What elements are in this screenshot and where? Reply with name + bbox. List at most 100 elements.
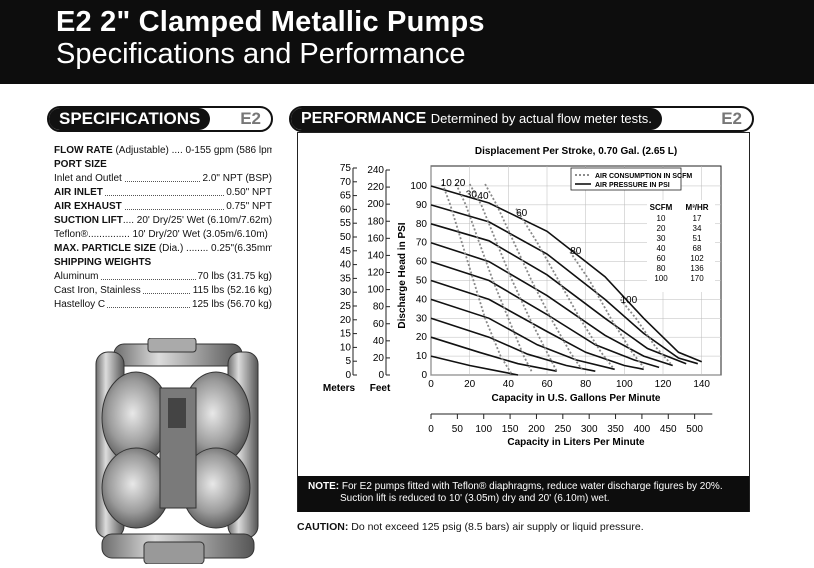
spec-label: Aluminum	[54, 271, 101, 282]
meters-tick-label: 70	[340, 177, 352, 188]
meters-tick-label: 50	[340, 232, 352, 243]
psi-curve	[430, 317, 596, 372]
spec-label: Inlet and Outlet	[54, 173, 124, 184]
spec-label-text: Teflon®............... 10' Dry/20' Wet (…	[54, 229, 268, 240]
m3hr-table-cell: 102	[690, 254, 704, 263]
spec-label: SUCTION LIFT.... 20' Dry/25' Wet (6.10m/…	[54, 215, 272, 226]
spec-row: Hastelloy C 125 lbs (56.70 kg)	[54, 298, 272, 312]
specifications-tag: E2	[240, 109, 261, 128]
spec-row: FLOW RATE (Adjustable) .... 0-155 gpm (5…	[54, 144, 272, 158]
m3hr-table-cell: 51	[693, 234, 702, 243]
legend-solid-label: AIR PRESSURE IN PSI	[595, 182, 670, 189]
lpm-tick-label: 300	[581, 424, 598, 435]
scfm-curve-label: 80	[570, 246, 582, 257]
lpm-tick-label: 450	[660, 424, 677, 435]
psi-curve	[430, 279, 644, 371]
scfm-curve-label: 30	[466, 189, 478, 200]
page-header: E2 2" Clamped Metallic Pumps Specificati…	[0, 0, 814, 84]
scfm-curve-label: 10	[441, 178, 453, 189]
spec-label-bold: SUCTION LIFT	[54, 215, 123, 226]
spec-row: PORT SIZE	[54, 158, 272, 172]
performance-heading: PERFORMANCE Determined by actual flow me…	[291, 108, 662, 130]
scfm-table-bg	[647, 200, 715, 292]
y-tick-label: 100	[410, 181, 427, 192]
spec-row: MAX. PARTICLE SIZE (Dia.) ........ 0.25"…	[54, 242, 272, 256]
y-tick-label: 20	[416, 332, 428, 343]
x-tick-label: 100	[616, 379, 633, 390]
psi-curve	[430, 336, 557, 372]
scfm-table-cell: 10	[657, 214, 666, 223]
m3hr-table-cell: 170	[690, 274, 704, 283]
psi-curve	[430, 355, 519, 376]
meters-tick-label: 65	[340, 191, 352, 202]
chart-title: Displacement Per Stroke, 0.70 Gal. (2.65…	[475, 146, 677, 157]
spec-label: FLOW RATE (Adjustable) .... 0-155 gpm (5…	[54, 145, 272, 156]
y-tick-label: 60	[416, 257, 428, 268]
specifications-heading-box: SPECIFICATIONS E2	[47, 106, 273, 132]
x-tick-label: 40	[503, 379, 515, 390]
spec-value: 115 lbs (52.16 kg)	[190, 284, 272, 298]
scfm-curve-label: 40	[477, 191, 489, 202]
x-tick-label: 140	[693, 379, 710, 390]
page-title: E2 2" Clamped Metallic Pumps	[56, 6, 485, 38]
psi-curve	[430, 260, 660, 369]
spec-value: 125 lbs (56.70 kg)	[189, 298, 272, 312]
spec-value: 2.0" NPT (BSP)	[200, 172, 272, 186]
lpm-tick-label: 100	[475, 424, 492, 435]
scfm-curve	[455, 183, 533, 372]
spec-label: Teflon®............... 10' Dry/20' Wet (…	[54, 229, 270, 240]
spec-label-text: Aluminum	[54, 271, 99, 282]
y-tick-label: 50	[416, 275, 428, 286]
spec-label-text: (Dia.) ........ 0.25"(6.35mm)	[156, 243, 272, 254]
x-tick-label: 20	[464, 379, 476, 390]
feet-tick-label: 60	[373, 319, 385, 330]
lpm-tick-label: 500	[686, 424, 703, 435]
feet-tick-label: 100	[367, 285, 384, 296]
scfm-table-header: SCFM	[650, 203, 673, 212]
lpm-tick-label: 0	[428, 424, 434, 435]
spec-row: Inlet and Outlet 2.0" NPT (BSP)	[54, 172, 272, 186]
x-tick-label: 60	[541, 379, 553, 390]
spec-label-bold: MAX. PARTICLE SIZE	[54, 243, 157, 254]
scfm-table-cell: 40	[657, 244, 666, 253]
leader-dots	[54, 181, 272, 182]
scfm-curve	[619, 298, 672, 365]
m3hr-table-cell: 34	[693, 224, 702, 233]
performance-tag: E2	[721, 109, 742, 128]
feet-tick-label: 0	[378, 370, 384, 381]
x-tick-label: 0	[428, 379, 434, 390]
leader-dots	[54, 209, 272, 210]
leader-dots	[54, 195, 272, 196]
y-axis-label: Discharge Head in PSI	[397, 222, 408, 328]
spec-row: Cast Iron, Stainless 115 lbs (52.16 kg)	[54, 284, 272, 298]
meters-tick-label: 0	[345, 370, 351, 381]
feet-tick-label: 80	[373, 302, 385, 313]
x-tick-label: 80	[580, 379, 592, 390]
scfm-curve-label: 100	[620, 295, 637, 306]
leader-dots	[54, 279, 272, 280]
spec-label-bold: AIR INLET	[54, 187, 103, 198]
scfm-table-cell: 100	[654, 274, 668, 283]
y-tick-label: 80	[416, 219, 428, 230]
legend-dashed-label: AIR CONSUMPTION IN SCFM	[595, 173, 692, 180]
y-tick-label: 90	[416, 200, 428, 211]
lpm-tick-label: 250	[554, 424, 571, 435]
feet-tick-label: 140	[367, 250, 384, 261]
specifications-list: FLOW RATE (Adjustable) .... 0-155 gpm (5…	[54, 144, 272, 312]
scfm-table-cell: 80	[657, 264, 666, 273]
performance-heading-box: PERFORMANCE Determined by actual flow me…	[289, 106, 754, 132]
meters-tick-label: 25	[340, 301, 352, 312]
spec-row: Teflon®............... 10' Dry/20' Wet (…	[54, 228, 272, 242]
spec-label-bold: AIR EXHAUST	[54, 201, 122, 212]
spec-label: MAX. PARTICLE SIZE (Dia.) ........ 0.25"…	[54, 243, 272, 254]
spec-label-text: Inlet and Outlet	[54, 173, 122, 184]
y-tick-label: 30	[416, 313, 428, 324]
y-tick-label: 10	[416, 351, 428, 362]
feet-tick-label: 180	[367, 216, 384, 227]
psi-curve	[430, 223, 687, 365]
spec-label: SHIPPING WEIGHTS	[54, 257, 154, 268]
spec-label: Hastelloy C	[54, 299, 108, 310]
lpm-axis-label: Capacity in Liters Per Minute	[507, 437, 645, 448]
scfm-curve	[468, 183, 558, 372]
spec-label: AIR INLET	[54, 187, 105, 198]
